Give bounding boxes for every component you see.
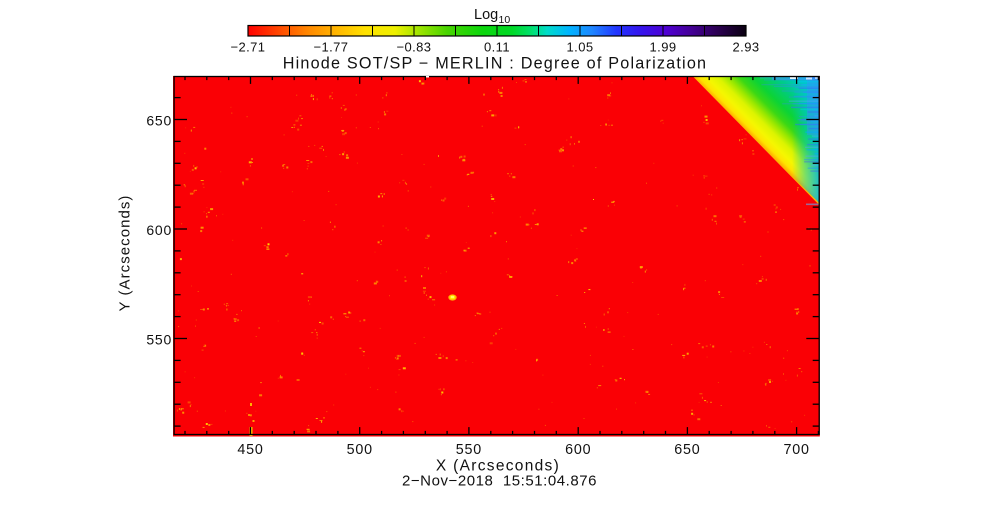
svg-text:Y (Arcseconds): Y (Arcseconds) [117,195,134,312]
svg-text:600: 600 [146,222,172,238]
svg-text:1.05: 1.05 [567,40,594,55]
svg-text:X (Arcseconds): X (Arcseconds) [436,458,560,475]
svg-text:−1.77: −1.77 [314,40,349,55]
svg-text:450: 450 [237,442,263,458]
svg-text:550: 550 [146,332,172,348]
svg-text:−0.83: −0.83 [397,40,432,55]
svg-text:Log: Log [474,7,498,23]
svg-text:700: 700 [783,442,809,458]
svg-text:650: 650 [674,442,700,458]
svg-text:600: 600 [565,442,591,458]
svg-text:2.93: 2.93 [733,40,760,55]
svg-text:2−Nov−2018 15:51:04.876: 2−Nov−2018 15:51:04.876 [402,473,597,490]
svg-text:10: 10 [499,14,511,26]
svg-text:−2.71: −2.71 [231,40,266,55]
svg-text:1.99: 1.99 [650,40,677,55]
svg-text:Hinode SOT/SP − MERLIN : Degre: Hinode SOT/SP − MERLIN : Degree of Polar… [283,55,708,73]
svg-text:550: 550 [456,442,482,458]
svg-text:650: 650 [146,113,172,129]
svg-text:500: 500 [347,442,373,458]
svg-text:0.11: 0.11 [484,40,510,55]
